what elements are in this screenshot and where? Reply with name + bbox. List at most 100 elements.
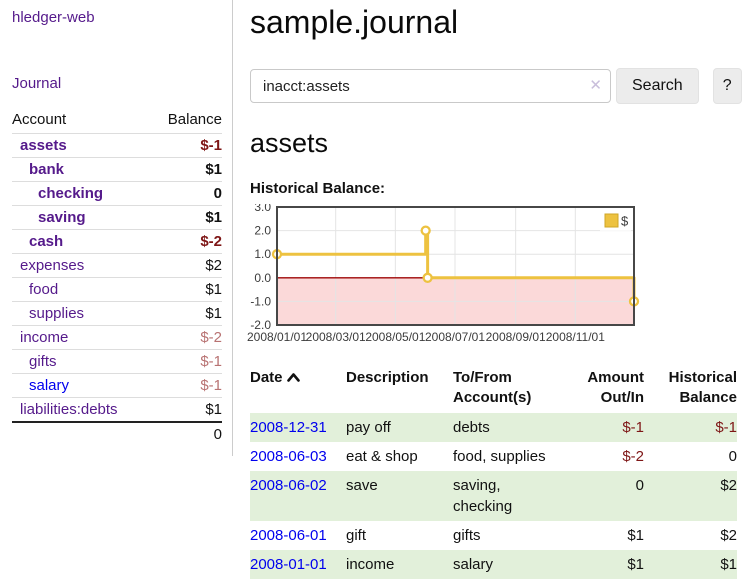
account-row: supplies $1 <box>12 301 222 326</box>
date-column-header[interactable]: Date <box>250 366 346 413</box>
sort-caret-up-icon <box>286 373 300 382</box>
svg-text:2008/09/01: 2008/09/01 <box>486 330 546 344</box>
account-row: saving $1 <box>12 205 222 230</box>
transaction-amount: $-2 <box>622 447 644 465</box>
transaction-description: eat & shop <box>346 447 418 465</box>
account-link[interactable]: checking <box>38 185 104 202</box>
transaction-date-link[interactable]: 2008-06-01 <box>250 526 327 544</box>
transaction-date-link[interactable]: 2008-12-31 <box>250 418 327 436</box>
account-link[interactable]: income <box>20 329 69 346</box>
transaction-description: gift <box>346 526 367 544</box>
svg-text:2008/11/01: 2008/11/01 <box>546 330 605 344</box>
account-balance: $1 <box>150 277 222 302</box>
balance-column-header: Balance <box>167 111 222 128</box>
account-row: salary $-1 <box>12 373 222 398</box>
transaction-accounts: debts <box>453 418 490 436</box>
historical-balance-chart: $3.0 2.0 1.0 0.0 -1.0 -2.0 2008/01/01 2008/03/0… <box>246 200 742 353</box>
register-row: 2008-12-31 pay off debts $-1 $-1 <box>250 412 737 442</box>
balance-column-header: Historical Balance <box>668 369 737 407</box>
svg-text:2008/01/01: 2008/01/01 <box>247 330 307 344</box>
account-balance: $-1 <box>150 373 222 398</box>
transaction-description: save <box>346 476 378 494</box>
account-table-header: Account Balance <box>12 108 222 134</box>
account-link[interactable]: liabilities:debts <box>20 401 118 418</box>
account-row: liabilities:debts $1 <box>12 397 222 422</box>
transaction-amount: 0 <box>635 476 644 494</box>
transaction-accounts: salary <box>453 555 494 573</box>
register-row: 2008-06-02 save saving, checking 0 $2 <box>250 470 737 521</box>
account-balance: $-1 <box>150 133 222 158</box>
account-row: cash $-2 <box>12 229 222 254</box>
transaction-balance: 0 <box>728 447 737 465</box>
svg-text:2008/07/01: 2008/07/01 <box>425 330 485 344</box>
transaction-description: pay off <box>346 418 391 436</box>
account-balance-table: Account Balance assets $-1 bank $1 checkin… <box>12 108 222 446</box>
transaction-description: income <box>346 555 395 573</box>
sidebar-item-journal[interactable]: Journal <box>12 75 62 92</box>
svg-text:2.0: 2.0 <box>254 224 271 238</box>
account-link[interactable]: bank <box>29 161 65 178</box>
transaction-amount: $1 <box>627 526 644 544</box>
register-row: 2008-06-03 eat & shop food, supplies $-2… <box>250 442 737 471</box>
svg-text:$: $ <box>621 214 629 229</box>
transaction-amount: $-1 <box>622 418 644 436</box>
transaction-balance: $2 <box>720 476 737 494</box>
account-row: expenses $2 <box>12 253 222 278</box>
account-row: assets $-1 <box>12 133 222 158</box>
account-balance: 0 <box>150 181 222 206</box>
account-total-row: 0 <box>12 421 222 446</box>
app-title-link[interactable]: hledger-web <box>12 9 95 26</box>
account-row: gifts $-1 <box>12 349 222 374</box>
transaction-amount: $1 <box>627 555 644 573</box>
account-balance: $-2 <box>150 325 222 350</box>
chart-title: Historical Balance: <box>250 180 386 197</box>
transaction-date-link[interactable]: 2008-01-01 <box>250 555 327 573</box>
account-link[interactable]: food <box>29 281 59 298</box>
search-form: ✕ Search ? <box>250 68 742 104</box>
transaction-balance: $-1 <box>715 418 737 436</box>
page-title: sample.journal <box>250 4 459 40</box>
transaction-balance: $1 <box>720 555 737 573</box>
account-row: checking 0 <box>12 181 222 206</box>
transaction-accounts: saving, checking <box>453 476 513 515</box>
account-row: bank $1 <box>12 157 222 182</box>
svg-text:3.0: 3.0 <box>254 204 271 214</box>
help-button[interactable]: ? <box>712 68 742 104</box>
register-header-row: Date Description To/From Account(s) Amoun… <box>250 366 737 413</box>
account-link[interactable]: salary <box>29 377 70 394</box>
account-balance: $2 <box>150 253 222 278</box>
account-total-balance: 0 <box>150 421 222 446</box>
amount-column-header: Amount Out/In <box>587 369 644 407</box>
search-input[interactable] <box>250 69 611 103</box>
transaction-date-link[interactable]: 2008-06-02 <box>250 476 327 494</box>
account-row: income $-2 <box>12 325 222 350</box>
transaction-date-link[interactable]: 2008-06-03 <box>250 447 327 465</box>
register-row: 2008-06-01 gift gifts $1 $2 <box>250 521 737 550</box>
svg-text:1.0: 1.0 <box>254 247 271 261</box>
account-row: food $1 <box>12 277 222 302</box>
search-button[interactable]: Search <box>616 68 699 104</box>
account-balance: $1 <box>150 397 222 422</box>
account-link[interactable]: cash <box>29 233 64 250</box>
account-link[interactable]: supplies <box>29 305 85 322</box>
register-table: Date Description To/From Account(s) Amoun… <box>250 366 737 579</box>
account-link[interactable]: gifts <box>29 353 57 370</box>
clear-search-icon[interactable]: ✕ <box>589 77 602 94</box>
account-balance: $1 <box>150 157 222 182</box>
transaction-balance: $2 <box>720 526 737 544</box>
main-content: sample.journal ✕ Search ? assets Histori… <box>233 0 742 582</box>
account-balance: $-1 <box>150 349 222 374</box>
account-link[interactable]: expenses <box>20 257 85 274</box>
account-link[interactable]: saving <box>38 209 86 226</box>
svg-text:2008/05/01: 2008/05/01 <box>365 330 425 344</box>
svg-text:0.0: 0.0 <box>254 271 271 285</box>
accounts-column-header: To/From Account(s) <box>453 369 532 407</box>
svg-text:-1.0: -1.0 <box>250 294 271 308</box>
svg-text:2008/03/01: 2008/03/01 <box>306 330 366 344</box>
sidebar: hledger-web Journal Account Balance asse… <box>0 0 233 456</box>
svg-text:-2.0: -2.0 <box>250 318 271 332</box>
account-link[interactable]: assets <box>20 137 67 154</box>
account-balance: $1 <box>150 205 222 230</box>
account-balance: $1 <box>150 301 222 326</box>
transaction-accounts: food, supplies <box>453 447 546 465</box>
